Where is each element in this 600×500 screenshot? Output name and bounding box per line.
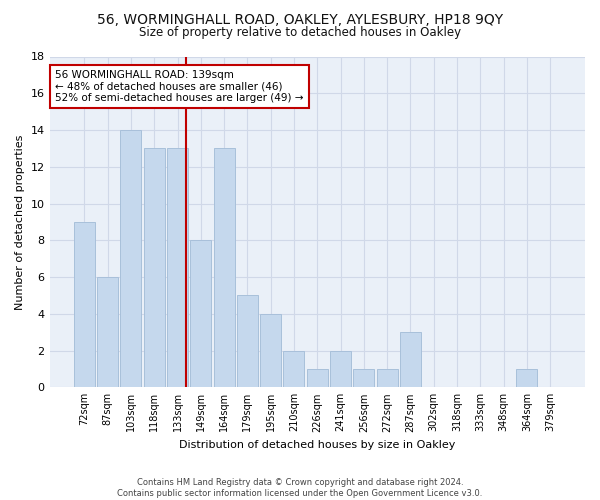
X-axis label: Distribution of detached houses by size in Oakley: Distribution of detached houses by size … — [179, 440, 455, 450]
Text: 56 WORMINGHALL ROAD: 139sqm
← 48% of detached houses are smaller (46)
52% of sem: 56 WORMINGHALL ROAD: 139sqm ← 48% of det… — [55, 70, 304, 103]
Bar — [377, 369, 398, 388]
Text: Size of property relative to detached houses in Oakley: Size of property relative to detached ho… — [139, 26, 461, 39]
Text: Contains HM Land Registry data © Crown copyright and database right 2024.
Contai: Contains HM Land Registry data © Crown c… — [118, 478, 482, 498]
Bar — [400, 332, 421, 388]
Bar — [144, 148, 165, 388]
Bar — [190, 240, 211, 388]
Y-axis label: Number of detached properties: Number of detached properties — [15, 134, 25, 310]
Bar — [237, 296, 258, 388]
Bar — [167, 148, 188, 388]
Bar — [517, 369, 538, 388]
Bar — [283, 350, 304, 388]
Bar — [74, 222, 95, 388]
Bar — [307, 369, 328, 388]
Bar — [260, 314, 281, 388]
Bar — [121, 130, 142, 388]
Bar — [330, 350, 351, 388]
Bar — [214, 148, 235, 388]
Text: 56, WORMINGHALL ROAD, OAKLEY, AYLESBURY, HP18 9QY: 56, WORMINGHALL ROAD, OAKLEY, AYLESBURY,… — [97, 12, 503, 26]
Bar — [353, 369, 374, 388]
Bar — [97, 277, 118, 388]
